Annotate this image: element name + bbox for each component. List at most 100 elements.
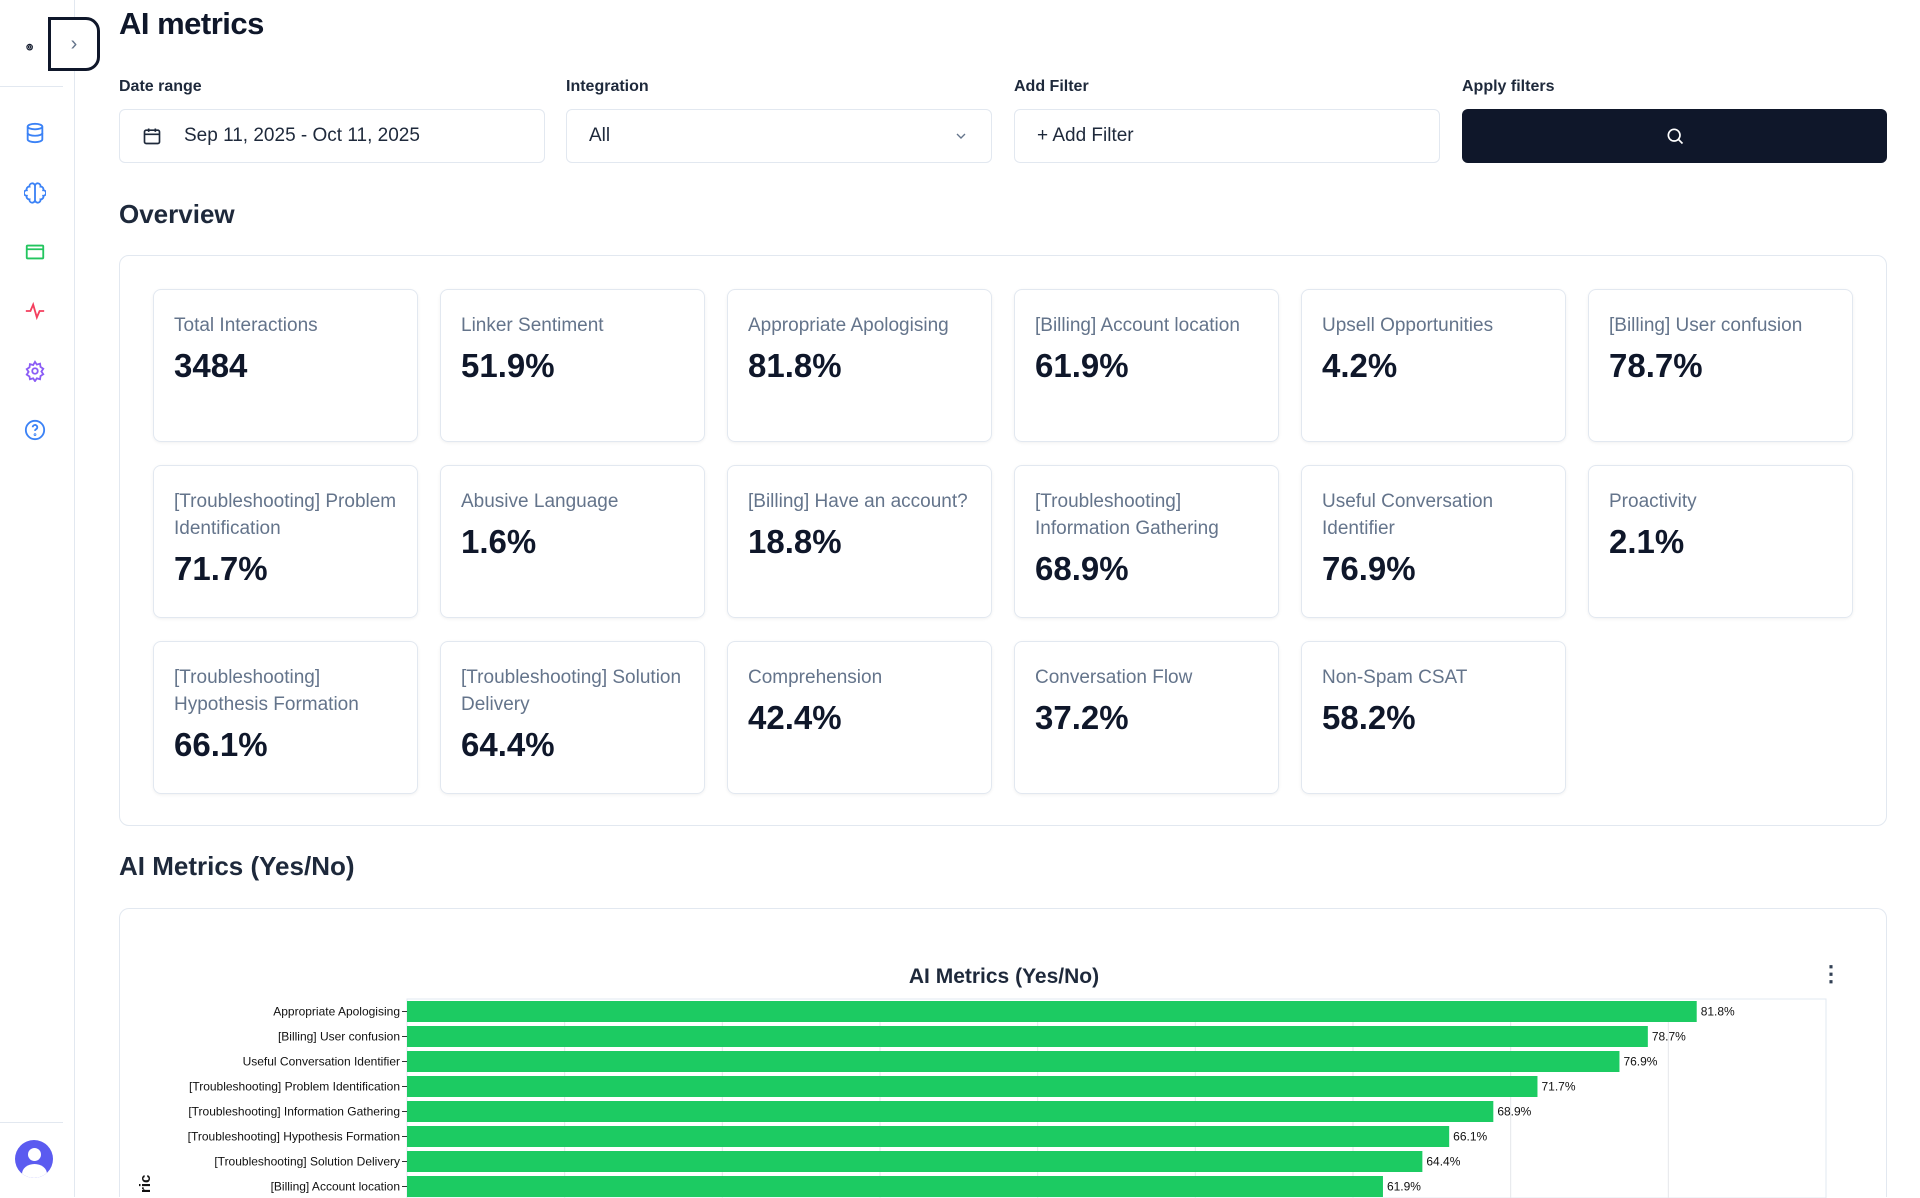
chart-card: AI Metrics (Yes/No) ⋮ Appropriate Apolog… [119,908,1887,1198]
metric-title: [Billing] User confusion [1609,315,1803,336]
metric-value: 58.2% [1322,699,1416,736]
metric-title: Non-Spam CSAT [1322,667,1468,688]
metric-value: 78.7% [1609,347,1703,384]
bar [407,1151,1423,1172]
category-label: [Billing] Account location [271,1180,400,1194]
divider [0,86,63,87]
integration-select[interactable]: All [566,109,992,163]
metric-value: 61.9% [1035,347,1129,384]
add-filter-text: + Add Filter [1037,125,1134,146]
chevron-down-icon [956,133,966,139]
integration-label: Integration [566,78,649,95]
sidebar-item-settings[interactable] [22,358,48,384]
search-icon [1667,128,1683,145]
metric-card: [Billing] Have an account? 18.8% [727,465,992,618]
metric-title: Abusive Language [461,491,619,512]
metric-title: Useful Conversation Identifier [1322,491,1494,539]
sidebar-item-data[interactable] [22,120,48,146]
sidebar-item-apps[interactable] [22,239,48,265]
metric-value: 51.9% [461,347,555,384]
metric-card: Linker Sentiment 51.9% [440,289,705,442]
metric-value: 37.2% [1035,699,1129,736]
data-label: 61.9% [1387,1180,1421,1194]
metric-card: [Billing] User confusion 78.7% [1588,289,1853,442]
metric-title: [Troubleshooting] Solution Delivery [461,667,682,715]
metric-title: Upsell Opportunities [1322,315,1494,336]
category-label: [Billing] User confusion [278,1030,400,1044]
data-label: 68.9% [1497,1105,1531,1119]
metric-card: [Troubleshooting] Solution Delivery 64.4% [440,641,705,794]
date-range-value: Sep 11, 2025 - Oct 11, 2025 [184,125,420,146]
bar [407,1101,1494,1122]
metric-value: 1.6% [461,523,537,560]
metric-value: 18.8% [748,523,842,560]
plot-area [406,998,1827,1198]
data-label: 78.7% [1652,1030,1686,1044]
logo: ๏ [26,39,34,53]
calendar-icon [143,128,161,145]
sidebar-toggle-button[interactable]: › [48,17,100,71]
category-label: [Troubleshooting] Hypothesis Formation [188,1130,400,1144]
category-label: Appropriate Apologising [273,1005,400,1019]
metric-title: [Billing] Have an account? [748,491,968,512]
kebab-menu-icon[interactable]: ⋮ [1820,961,1842,986]
add-filter-label: Add Filter [1014,78,1089,95]
metric-value: 68.9% [1035,550,1129,587]
page-title: AI metrics [119,6,264,41]
date-range-picker[interactable]: Sep 11, 2025 - Oct 11, 2025 [119,109,545,163]
sidebar-item-ai[interactable] [22,180,48,206]
data-label: 66.1% [1453,1130,1487,1144]
metric-card: Comprehension 42.4% [727,641,992,794]
category-label: [Troubleshooting] Solution Delivery [214,1155,400,1169]
metric-value: 2.1% [1609,523,1685,560]
metric-value: 3484 [174,347,248,384]
activity-icon [25,301,45,321]
metric-value: 71.7% [174,550,268,587]
metric-title: Appropriate Apologising [748,315,949,336]
metric-title: Comprehension [748,667,883,688]
data-label: 64.4% [1426,1155,1460,1169]
database-icon [26,122,44,144]
metric-title: Linker Sentiment [461,315,604,336]
gear-icon [25,360,45,382]
data-label: 81.8% [1701,1005,1735,1019]
metric-value: 42.4% [748,699,842,736]
overview-panel: Total Interactions 3484 Linker Sentiment 51… [119,255,1887,826]
bar [407,1001,1697,1022]
metric-value: 81.8% [748,347,842,384]
metric-value: 4.2% [1322,347,1398,384]
sidebar-item-metrics[interactable] [22,298,48,324]
chevron-right-icon: › [70,32,78,55]
category-label: Useful Conversation Identifier [243,1055,400,1069]
metric-value: 66.1% [174,726,268,763]
sidebar: ๏ › [0,0,100,1197]
bar [407,1126,1450,1147]
metric-card: Upsell Opportunities 4.2% [1301,289,1566,442]
metric-title: [Billing] Account location [1035,315,1240,336]
brain-icon [24,182,46,204]
browser-window-icon [25,244,45,260]
bar-chart: Appropriate Apologising 81.8% [Billing] Us… [137,998,1827,1198]
date-range-label: Date range [119,78,202,95]
metric-card: [Troubleshooting] Hypothesis Formation 66… [153,641,418,794]
add-filter-button[interactable]: + Add Filter [1014,109,1440,163]
metric-card: Proactivity 2.1% [1588,465,1853,618]
metric-title: Conversation Flow [1035,667,1193,688]
avatar[interactable] [15,1140,53,1178]
sidebar-item-help[interactable] [22,417,48,443]
apply-filters-button[interactable] [1462,109,1887,163]
category-label: [Troubleshooting] Information Gathering [188,1105,400,1119]
chart-title: AI Metrics (Yes/No) [908,965,1100,988]
chart-section-heading: AI Metrics (Yes/No) [119,851,355,881]
metric-title: [Troubleshooting] Information Gathering [1035,491,1219,539]
metric-value: 64.4% [461,726,555,763]
metric-value: 76.9% [1322,550,1416,587]
y-axis-label: ric [137,1175,154,1193]
bar [407,1026,1648,1047]
metric-card: Useful Conversation Identifier 76.9% [1301,465,1566,618]
metric-title: [Troubleshooting] Hypothesis Formation [174,667,359,715]
bar [407,1176,1383,1197]
data-label: 76.9% [1623,1055,1657,1069]
metric-card: Total Interactions 3484 [153,289,418,442]
integration-value: All [589,125,611,146]
